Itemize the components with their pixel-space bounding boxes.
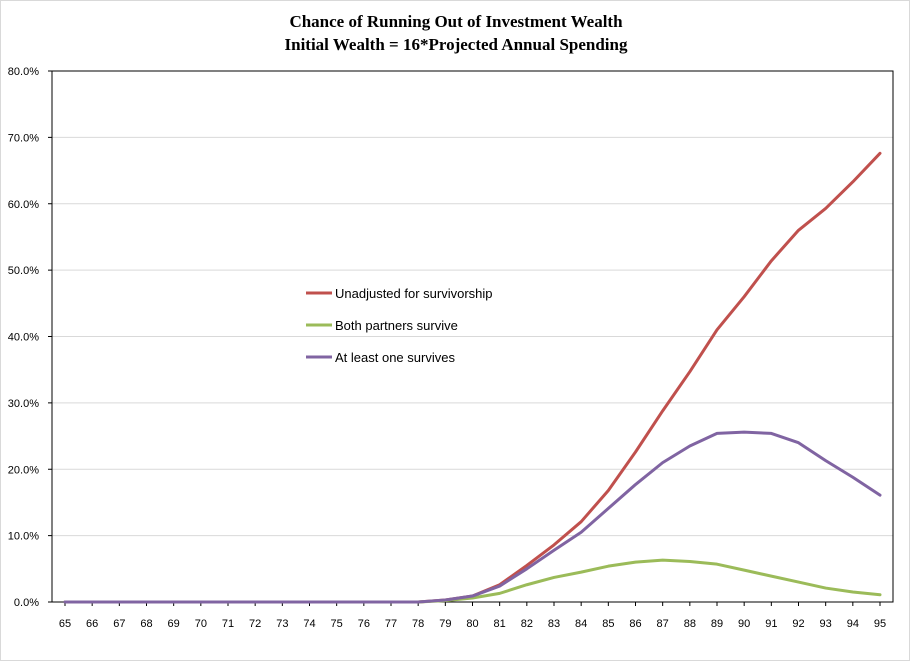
x-tick-label: 95 — [874, 618, 886, 630]
x-tick-label: 80 — [466, 618, 478, 630]
x-tick-label: 81 — [494, 618, 506, 630]
legend-label: Unadjusted for survivorship — [335, 286, 493, 301]
x-tick-label: 88 — [684, 618, 696, 630]
legend-label: Both partners survive — [335, 318, 458, 333]
y-tick-label: 30.0% — [8, 398, 39, 410]
x-tick-label: 70 — [195, 618, 207, 630]
x-tick-label: 92 — [792, 618, 804, 630]
x-tick-label: 65 — [59, 618, 71, 630]
y-tick-label: 60.0% — [8, 199, 39, 211]
x-tick-label: 73 — [276, 618, 288, 630]
x-tick-label: 75 — [331, 618, 343, 630]
x-tick-label: 94 — [847, 618, 859, 630]
x-tick-label: 74 — [303, 618, 315, 630]
series-line — [63, 430, 882, 604]
x-tick-label: 82 — [521, 618, 533, 630]
x-tick-label: 91 — [765, 618, 777, 630]
y-tick-label: 70.0% — [8, 132, 39, 144]
x-tick-label: 71 — [222, 618, 234, 630]
x-tick-label: 76 — [358, 618, 370, 630]
x-tick-label: 85 — [602, 618, 614, 630]
x-tick-label: 69 — [168, 618, 180, 630]
y-tick-label: 80.0% — [8, 66, 39, 78]
x-tick-label: 89 — [711, 618, 723, 630]
x-tick-label: 77 — [385, 618, 397, 630]
x-tick-label: 84 — [575, 618, 587, 630]
y-tick-label: 10.0% — [8, 531, 39, 543]
legend: Unadjusted for survivorship Both partners… — [306, 286, 493, 365]
y-tick-label: 40.0% — [8, 332, 39, 344]
x-tick-label: 66 — [86, 618, 98, 630]
y-tick-label: 50.0% — [8, 265, 39, 277]
y-tick-label: 0.0% — [14, 597, 39, 609]
chart-subtitle: Initial Wealth = 16*Projected Annual Spe… — [284, 35, 628, 54]
series-line — [63, 151, 882, 604]
x-tick-label: 93 — [820, 618, 832, 630]
y-tick-label: 20.0% — [8, 464, 39, 476]
x-tick-label: 67 — [113, 618, 125, 630]
legend-label: At least one survives — [335, 350, 455, 365]
x-tick-label: 87 — [657, 618, 669, 630]
x-tick-label: 79 — [439, 618, 451, 630]
gridlines — [52, 136, 893, 537]
x-tick-label: 83 — [548, 618, 560, 630]
axes: 0.0% 10.0% 20.0% 30.0% 40.0% 50.0% 60.0% 70.0% 8… — [8, 66, 886, 630]
x-tick-label: 78 — [412, 618, 424, 630]
x-tick-label: 90 — [738, 618, 750, 630]
x-tick-label: 72 — [249, 618, 261, 630]
series-lines — [63, 151, 882, 604]
x-tick-label: 86 — [629, 618, 641, 630]
x-tick-label: 68 — [140, 618, 152, 630]
chart-title: Chance of Running Out of Investment Weal… — [289, 12, 623, 31]
